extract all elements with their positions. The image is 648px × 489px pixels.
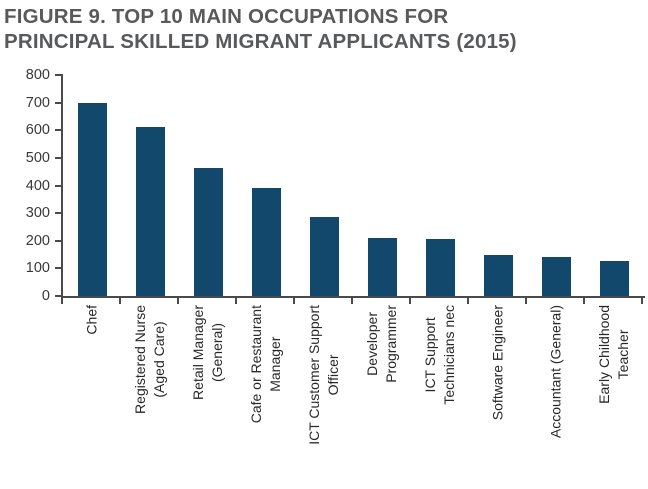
y-tick-mark bbox=[55, 74, 62, 76]
x-tick-mark bbox=[583, 298, 585, 304]
y-tick-mark bbox=[55, 129, 62, 132]
y-tick-label: 400 bbox=[25, 177, 50, 194]
x-tick-mark bbox=[177, 298, 179, 304]
x-category-label: Developer Programmer bbox=[364, 305, 399, 383]
x-tick-mark bbox=[351, 298, 353, 304]
x-axis-line bbox=[61, 296, 645, 298]
bar bbox=[194, 168, 223, 296]
x-tick-mark bbox=[409, 298, 411, 304]
y-tick-mark bbox=[55, 267, 62, 270]
x-tick-mark bbox=[61, 298, 63, 304]
y-tick-label: 100 bbox=[25, 260, 50, 277]
x-tick-mark bbox=[641, 298, 643, 304]
y-tick-label: 700 bbox=[25, 94, 50, 111]
bar bbox=[484, 255, 513, 296]
y-tick-label: 200 bbox=[25, 232, 50, 249]
y-tick-mark bbox=[55, 239, 62, 242]
x-tick-mark bbox=[467, 298, 469, 304]
y-tick-label: 0 bbox=[41, 288, 50, 304]
y-axis-line bbox=[61, 74, 63, 298]
y-tick-mark bbox=[55, 101, 62, 104]
bar bbox=[252, 188, 281, 296]
y-tick-mark bbox=[55, 212, 62, 215]
x-category-label: ICT Customer Support Officer bbox=[306, 305, 341, 445]
figure-title: FIGURE 9. TOP 10 MAIN OCCUPATIONS FOR PR… bbox=[4, 5, 517, 53]
bar bbox=[600, 261, 629, 296]
x-tick-mark bbox=[235, 298, 237, 304]
x-tick-mark bbox=[119, 298, 121, 304]
y-tick-label: 300 bbox=[25, 205, 50, 222]
x-category-label: Chef bbox=[83, 305, 100, 335]
y-tick-label: 800 bbox=[25, 67, 50, 83]
bar bbox=[426, 239, 455, 296]
x-category-label: ICT Support Technicians nec bbox=[422, 305, 457, 405]
x-tick-mark bbox=[525, 298, 527, 304]
y-tick-mark bbox=[55, 295, 62, 297]
x-category-label: Registered Nurse (Aged Care) bbox=[132, 305, 167, 414]
y-tick-mark bbox=[55, 184, 62, 187]
x-tick-mark bbox=[293, 298, 295, 304]
bar bbox=[542, 257, 571, 296]
x-category-label: Accountant (General) bbox=[547, 305, 564, 439]
bar bbox=[136, 127, 165, 296]
bar bbox=[310, 217, 339, 296]
x-category-label: Early Childhood Teacher bbox=[596, 305, 631, 404]
bar bbox=[368, 238, 397, 296]
y-tick-mark bbox=[55, 156, 62, 159]
y-tick-label: 500 bbox=[25, 149, 50, 166]
x-category-label: Software Engineer bbox=[489, 305, 506, 421]
y-tick-label: 600 bbox=[25, 122, 50, 139]
x-category-label: Cafe or Restaurant Manager bbox=[248, 305, 283, 424]
x-category-label: Retail Manager (General) bbox=[190, 305, 225, 400]
bar bbox=[78, 103, 107, 296]
